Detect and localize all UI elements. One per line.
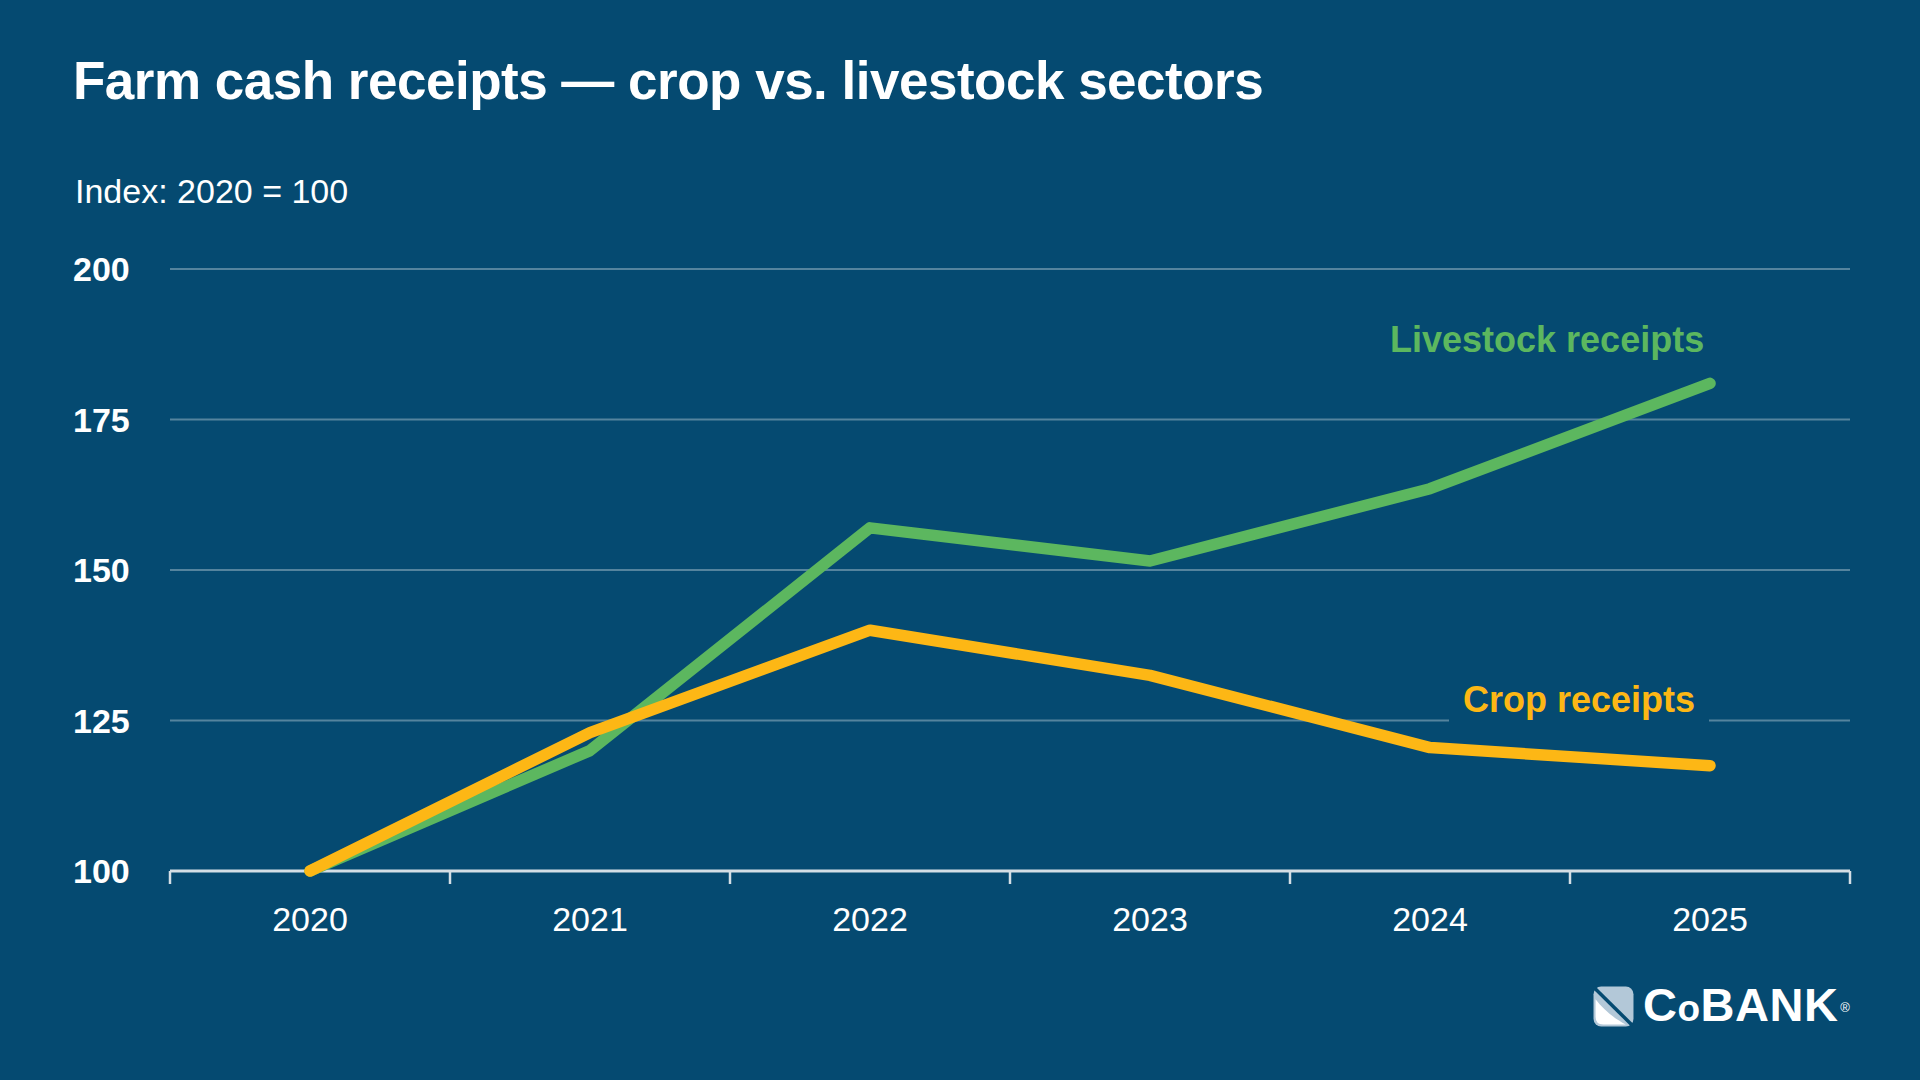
- y-axis-tick-label: 200: [73, 251, 183, 287]
- x-axis-tick-label: 2020: [230, 900, 390, 938]
- cobank-wordmark-o: o: [1677, 985, 1700, 1032]
- series-label-livestock: Livestock receipts: [1390, 318, 1704, 362]
- y-axis-tick-label: 150: [73, 552, 183, 588]
- x-axis-tick-label: 2021: [510, 900, 670, 938]
- cobank-wordmark: CoBANK®: [1643, 981, 1850, 1032]
- chart-slide: Farm cash receipts — crop vs. livestock …: [0, 0, 1920, 1080]
- x-axis-tick-label: 2022: [790, 900, 950, 938]
- y-axis-tick-label: 125: [73, 703, 183, 739]
- x-axis-tick-label: 2025: [1630, 900, 1790, 938]
- cobank-logo: CoBANK®: [1593, 981, 1850, 1032]
- registered-trademark-symbol: ®: [1840, 984, 1850, 1031]
- y-axis-tick-label: 100: [73, 853, 183, 889]
- cobank-logo-icon: [1593, 986, 1634, 1027]
- y-axis-tick-label: 175: [73, 402, 183, 438]
- series-label-crop: Crop receipts: [1449, 678, 1709, 722]
- x-axis-tick-label: 2024: [1350, 900, 1510, 938]
- cobank-wordmark-c: C: [1643, 981, 1677, 1028]
- x-axis-tick-label: 2023: [1070, 900, 1230, 938]
- cobank-wordmark-bank: BANK: [1701, 981, 1839, 1028]
